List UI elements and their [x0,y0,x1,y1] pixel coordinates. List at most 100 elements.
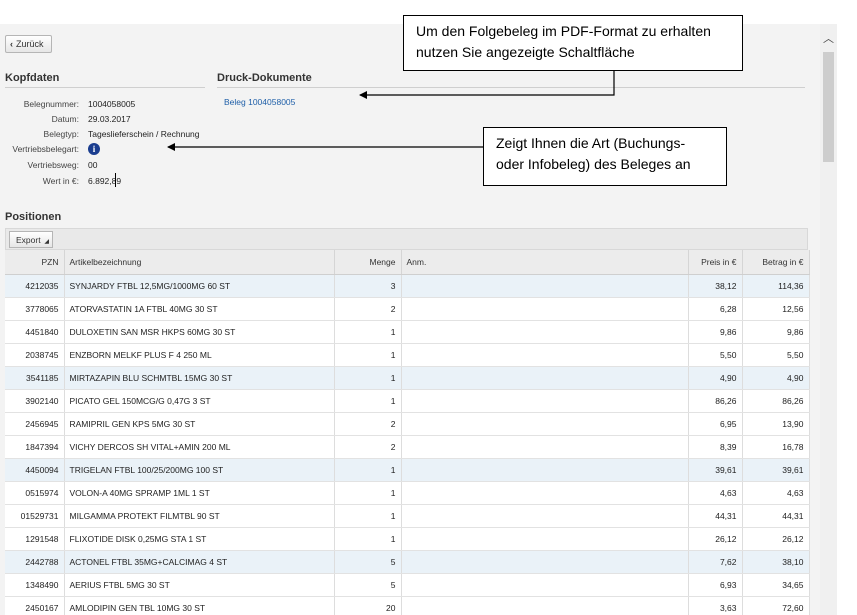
preis-cell: 5,50 [688,343,743,367]
pzn-cell: 3902140 [5,389,65,413]
betrag-cell: 12,56 [742,297,810,321]
artikel-cell[interactable]: MILGAMMA PROTEKT FILMTBL 90 ST [64,504,335,528]
table-row[interactable]: 1847394 VICHY DERCOS SH VITAL+AMIN 200 M… [5,435,810,459]
wert-value: 6.892,89 [88,176,122,186]
betrag-cell: 13,90 [742,412,810,436]
anm-cell [401,527,689,551]
anm-cell [401,320,689,344]
menge-cell: 20 [334,596,402,615]
vertical-scrollbar[interactable] [820,24,837,615]
scroll-up-arrow-icon[interactable]: ︿ [823,33,834,45]
preis-cell: 38,12 [688,274,743,298]
table-row[interactable]: 2442788 ACTONEL FTBL 35MG+CALCIMAG 4 ST … [5,550,810,574]
scrollbar-thumb[interactable] [823,52,834,162]
artikel-cell[interactable]: MIRTAZAPIN BLU SCHMTBL 15MG 30 ST [64,366,335,390]
menge-cell: 2 [334,297,402,321]
column-header-preis[interactable]: Preis in € [688,250,743,275]
artikel-cell[interactable]: RAMIPRIL GEN KPS 5MG 30 ST [64,412,335,436]
column-header-betrag[interactable]: Betrag in € [742,250,810,275]
vertriebsbelegart-label: Vertriebsbelegart: [12,144,79,154]
table-row[interactable]: 2038745 ENZBORN MELKF PLUS F 4 250 ML 1 … [5,343,810,367]
betrag-cell: 4,63 [742,481,810,505]
export-button-label: Export [16,234,41,245]
text-cursor [115,173,116,187]
betrag-cell: 44,31 [742,504,810,528]
artikel-cell[interactable]: AMLODIPIN GEN TBL 10MG 30 ST [64,596,335,615]
anm-cell [401,596,689,615]
table-row[interactable]: 01529731 MILGAMMA PROTEKT FILMTBL 90 ST … [5,504,810,528]
pzn-cell: 2450167 [5,596,65,615]
betrag-cell: 4,90 [742,366,810,390]
info-icon[interactable]: i [88,143,100,155]
preis-cell: 4,63 [688,481,743,505]
menge-cell: 2 [334,435,402,459]
artikel-cell[interactable]: TRIGELAN FTBL 100/25/200MG 100 ST [64,458,335,482]
pzn-cell: 3541185 [5,366,65,390]
preis-cell: 44,31 [688,504,743,528]
artikel-cell[interactable]: SYNJARDY FTBL 12,5MG/1000MG 60 ST [64,274,335,298]
column-header-artikel[interactable]: Artikelbezeichnung [64,250,335,275]
column-header-anm[interactable]: Anm. [401,250,689,275]
table-row[interactable]: 3902140 PICATO GEL 150MCG/G 0,47G 3 ST 1… [5,389,810,413]
table-row[interactable]: 4451840 DULOXETIN SAN MSR HKPS 60MG 30 S… [5,320,810,344]
table-row[interactable]: 3541185 MIRTAZAPIN BLU SCHMTBL 15MG 30 S… [5,366,810,390]
column-header-pzn[interactable]: PZN [5,250,65,275]
pzn-cell: 1847394 [5,435,65,459]
wert-label: Wert in €: [42,176,79,186]
anm-cell [401,366,689,390]
vertriebsweg-value: 00 [88,160,98,170]
back-button-label: Zurück [16,39,44,49]
menge-cell: 5 [334,573,402,597]
artikel-cell[interactable]: VOLON-A 40MG SPRAMP 1ML 1 ST [64,481,335,505]
artikel-cell[interactable]: DULOXETIN SAN MSR HKPS 60MG 30 ST [64,320,335,344]
table-row[interactable]: 2450167 AMLODIPIN GEN TBL 10MG 30 ST 20 … [5,596,810,615]
artikel-cell[interactable]: AERIUS FTBL 5MG 30 ST [64,573,335,597]
druck-divider [217,87,805,88]
positions-table: PZN Artikelbezeichnung Menge Anm. Preis … [5,250,810,615]
export-button[interactable]: Export ◢ [9,231,53,248]
table-row[interactable]: 3778065 ATORVASTATIN 1A FTBL 40MG 30 ST … [5,297,810,321]
artikel-cell[interactable]: FLIXOTIDE DISK 0,25MG STA 1 ST [64,527,335,551]
artikel-cell[interactable]: PICATO GEL 150MCG/G 0,47G 3 ST [64,389,335,413]
datum-label: Datum: [51,114,79,124]
anm-cell [401,412,689,436]
table-row[interactable]: 0515974 VOLON-A 40MG SPRAMP 1ML 1 ST 1 4… [5,481,810,505]
preis-cell: 39,61 [688,458,743,482]
beleg-pdf-link[interactable]: Beleg 1004058005 [224,97,296,107]
pzn-cell: 1348490 [5,573,65,597]
table-row[interactable]: 4212035 SYNJARDY FTBL 12,5MG/1000MG 60 S… [5,274,810,298]
artikel-cell[interactable]: ACTONEL FTBL 35MG+CALCIMAG 4 ST [64,550,335,574]
anm-cell [401,435,689,459]
menge-cell: 1 [334,458,402,482]
column-header-menge[interactable]: Menge [334,250,402,275]
pzn-cell: 3778065 [5,297,65,321]
menge-cell: 1 [334,389,402,413]
menge-cell: 5 [334,550,402,574]
datum-value: 29.03.2017 [88,114,131,124]
table-row[interactable]: 4450094 TRIGELAN FTBL 100/25/200MG 100 S… [5,458,810,482]
artikel-cell[interactable]: ENZBORN MELKF PLUS F 4 250 ML [64,343,335,367]
belegtyp-value: Tageslieferschein / Rechnung [88,129,200,139]
belegnummer-label: Belegnummer: [23,99,79,109]
menge-cell: 1 [334,320,402,344]
anm-cell [401,481,689,505]
betrag-cell: 114,36 [742,274,810,298]
kopfdaten-title: Kopfdaten [5,72,60,84]
back-button[interactable]: ‹ Zurück [5,35,52,53]
menge-cell: 1 [334,481,402,505]
pzn-cell: 01529731 [5,504,65,528]
app-window: ‹ Zurück Kopfdaten Druck-Dokumente Beleg… [0,24,820,615]
table-row[interactable]: 1348490 AERIUS FTBL 5MG 30 ST 5 6,93 34,… [5,573,810,597]
menge-cell: 1 [334,366,402,390]
betrag-cell: 5,50 [742,343,810,367]
betrag-cell: 38,10 [742,550,810,574]
anm-cell [401,458,689,482]
table-row[interactable]: 1291548 FLIXOTIDE DISK 0,25MG STA 1 ST 1… [5,527,810,551]
artikel-cell[interactable]: VICHY DERCOS SH VITAL+AMIN 200 ML [64,435,335,459]
artikel-cell[interactable]: ATORVASTATIN 1A FTBL 40MG 30 ST [64,297,335,321]
anm-cell [401,343,689,367]
menge-cell: 2 [334,412,402,436]
pzn-cell: 2038745 [5,343,65,367]
table-row[interactable]: 2456945 RAMIPRIL GEN KPS 5MG 30 ST 2 6,9… [5,412,810,436]
chevron-left-icon: ‹ [10,39,13,49]
